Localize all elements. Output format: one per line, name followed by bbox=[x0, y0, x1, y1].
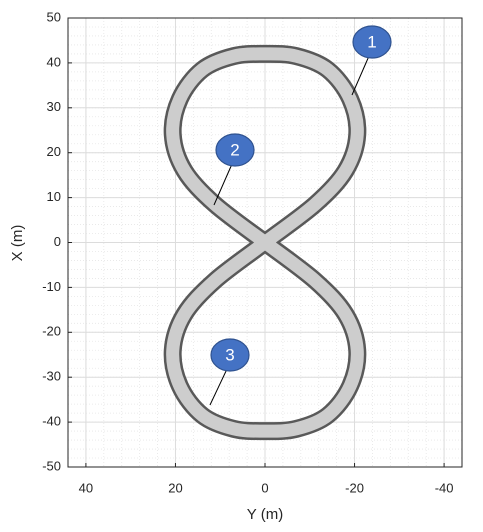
x-tick-label: 40 bbox=[79, 480, 93, 495]
plot-frame bbox=[67, 17, 463, 468]
y-tick-label: -20 bbox=[42, 324, 61, 339]
track bbox=[166, 47, 364, 438]
y-tick-label: 20 bbox=[47, 144, 61, 159]
callout-leader bbox=[213, 163, 233, 206]
callout-leader bbox=[351, 55, 370, 96]
x-tick-label: 20 bbox=[168, 480, 182, 495]
y-tick-label: 10 bbox=[47, 189, 61, 204]
y-tick-label: -10 bbox=[42, 279, 61, 294]
callout-number: 2 bbox=[230, 140, 239, 159]
x-tick-label: 0 bbox=[261, 480, 268, 495]
y-tick-label: 0 bbox=[54, 234, 61, 249]
y-axis-label: X (m) bbox=[9, 225, 26, 262]
x-axis-label: Y (m) bbox=[247, 506, 283, 523]
callout-number: 3 bbox=[225, 345, 234, 364]
y-tick-label: 40 bbox=[47, 54, 61, 69]
callout-badge bbox=[210, 338, 250, 372]
y-tick-label: -30 bbox=[42, 369, 61, 384]
y-tick-label: -50 bbox=[42, 458, 61, 473]
y-tick-label: 30 bbox=[47, 99, 61, 114]
y-tick-label: -40 bbox=[42, 414, 61, 429]
y-tick-label: 50 bbox=[47, 9, 61, 24]
callout-leader bbox=[209, 368, 228, 406]
x-tick-label: -20 bbox=[345, 480, 364, 495]
callout-badge bbox=[215, 133, 255, 167]
x-tick-label: -40 bbox=[435, 480, 454, 495]
callout-number: 1 bbox=[367, 32, 376, 51]
callout-badge bbox=[352, 25, 392, 59]
